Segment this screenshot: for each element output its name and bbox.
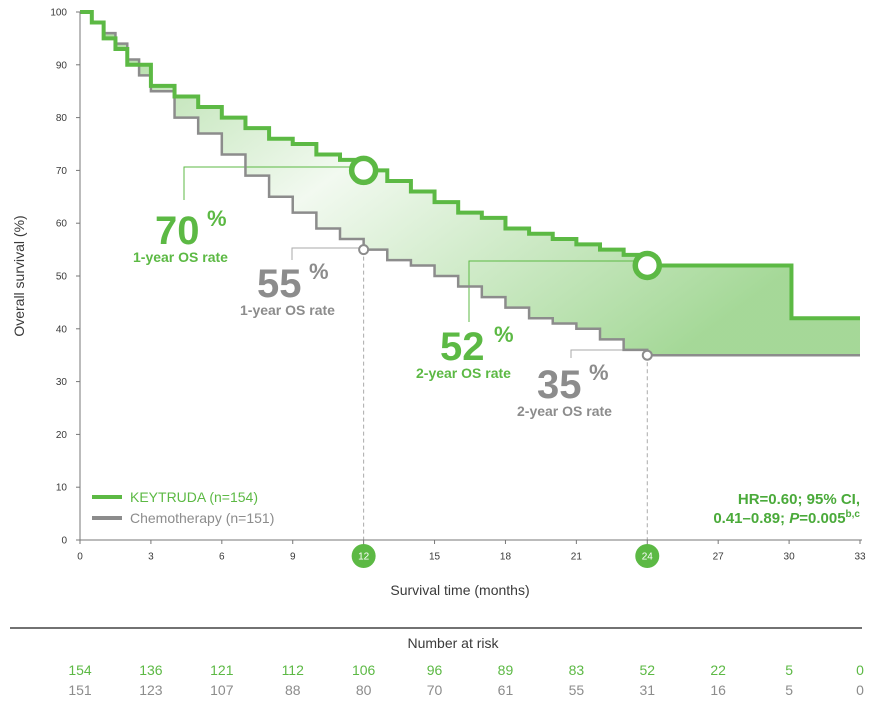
rate-label-chemo-2y: 35 % 2-year OS rate [517, 360, 612, 419]
risk-value-chemotherapy: 107 [210, 682, 234, 698]
x-tick-label: 18 [500, 552, 512, 563]
x-tick-label: 15 [429, 552, 441, 563]
risk-value-keytruda: 89 [498, 662, 514, 678]
y-tick-label: 90 [56, 60, 68, 71]
risk-value-keytruda: 83 [569, 662, 585, 678]
rate-caption: 1-year OS rate [133, 249, 228, 265]
x-tick-label: 30 [784, 552, 796, 563]
y-tick-label: 100 [50, 8, 67, 19]
y-tick-label: 40 [56, 324, 68, 335]
risk-value-keytruda: 106 [352, 662, 376, 678]
y-tick-label: 80 [56, 113, 68, 124]
risk-value-chemotherapy: 0 [856, 682, 864, 698]
risk-value-keytruda: 121 [210, 662, 234, 678]
risk-value-chemotherapy: 80 [356, 682, 372, 698]
rate-label-keytruda-1y: 70 % 1-year OS rate [133, 206, 228, 265]
risk-value-chemotherapy: 31 [639, 682, 655, 698]
marker-keytruda-24m [632, 250, 663, 281]
marker-chemotherapy-24m [641, 349, 653, 361]
rate-unit: % [589, 360, 609, 385]
series-line-keytruda [80, 10, 860, 321]
risk-value-chemotherapy: 61 [498, 682, 514, 698]
between-curves-fill [80, 12, 860, 356]
risk-value-keytruda: 5 [785, 662, 793, 678]
rate-label-chemo-1y: 55 % 1-year OS rate [240, 259, 335, 318]
legend-label-keytruda: KEYTRUDA (n=154) [130, 489, 258, 505]
y-tick-label: 50 [56, 272, 68, 283]
y-tick-label: 10 [56, 483, 68, 494]
x-tick-label: 6 [219, 552, 225, 563]
rate-unit: % [309, 259, 329, 284]
x-tick-label: 9 [290, 552, 296, 563]
risk-value-keytruda: 22 [710, 662, 726, 678]
rate-unit: % [494, 322, 514, 347]
risk-value-keytruda: 154 [68, 662, 92, 678]
rate-value: 52 [440, 325, 485, 369]
x-axis-title: Survival time (months) [390, 582, 529, 598]
risk-value-chemotherapy: 123 [139, 682, 163, 698]
rate-label-keytruda-2y: 52 % 2-year OS rate [416, 322, 514, 381]
risk-value-keytruda: 96 [427, 662, 443, 678]
x-tick-highlight [635, 544, 660, 568]
x-tick-label: 3 [148, 552, 154, 563]
x-tick-label: 24 [642, 552, 654, 563]
marker-chemotherapy-12m [358, 244, 370, 256]
risk-value-chemotherapy: 70 [427, 682, 443, 698]
rate-value: 35 [537, 363, 582, 407]
risk-value-chemotherapy: 55 [569, 682, 585, 698]
hr-line-1: HR=0.60; 95% CI, [738, 491, 860, 508]
risk-table-title: Number at risk [407, 635, 499, 651]
y-tick-label: 70 [56, 166, 68, 177]
rate-caption: 2-year OS rate [416, 365, 511, 381]
y-axis-title: Overall survival (%) [11, 215, 27, 336]
y-tick-label: 20 [56, 430, 68, 441]
rate-caption: 2-year OS rate [517, 403, 612, 419]
guide-keytruda-2y [468, 260, 636, 322]
risk-value-chemotherapy: 16 [710, 682, 726, 698]
series-line-chemotherapy [80, 10, 860, 357]
guide-chemo-1y [291, 247, 360, 260]
rate-value: 55 [257, 262, 302, 306]
risk-value-chemotherapy: 88 [285, 682, 301, 698]
rate-unit: % [207, 206, 227, 231]
rate-value: 70 [155, 209, 200, 253]
y-tick-label: 60 [56, 219, 68, 230]
guide-chemo-2y [570, 349, 641, 358]
risk-value-keytruda: 0 [856, 662, 864, 678]
risk-value-keytruda: 52 [639, 662, 655, 678]
x-tick-highlight [351, 544, 376, 568]
x-tick-label: 0 [77, 552, 83, 563]
x-tick-label: 21 [571, 552, 583, 563]
legend-label-chemotherapy: Chemotherapy (n=151) [130, 510, 274, 526]
marker-keytruda-12m [348, 155, 379, 186]
x-tick-label: 12 [358, 552, 370, 563]
rate-caption: 1-year OS rate [240, 302, 335, 318]
hr-line-2: 0.41–0.89; P=0.005b,c [713, 509, 860, 527]
risk-value-chemotherapy: 5 [785, 682, 793, 698]
hazard-ratio-annotation: HR=0.60; 95% CI, 0.41–0.89; P=0.005b,c [713, 491, 860, 527]
x-tick-label: 27 [713, 552, 725, 563]
y-tick-label: 0 [61, 536, 67, 547]
risk-value-keytruda: 112 [282, 662, 305, 678]
guide-keytruda-1y [183, 166, 350, 200]
x-tick-label: 33 [854, 552, 866, 563]
risk-value-chemotherapy: 151 [68, 682, 92, 698]
risk-value-keytruda: 136 [139, 662, 163, 678]
y-tick-label: 30 [56, 377, 68, 388]
legend: KEYTRUDA (n=154) Chemotherapy (n=151) [92, 489, 274, 526]
